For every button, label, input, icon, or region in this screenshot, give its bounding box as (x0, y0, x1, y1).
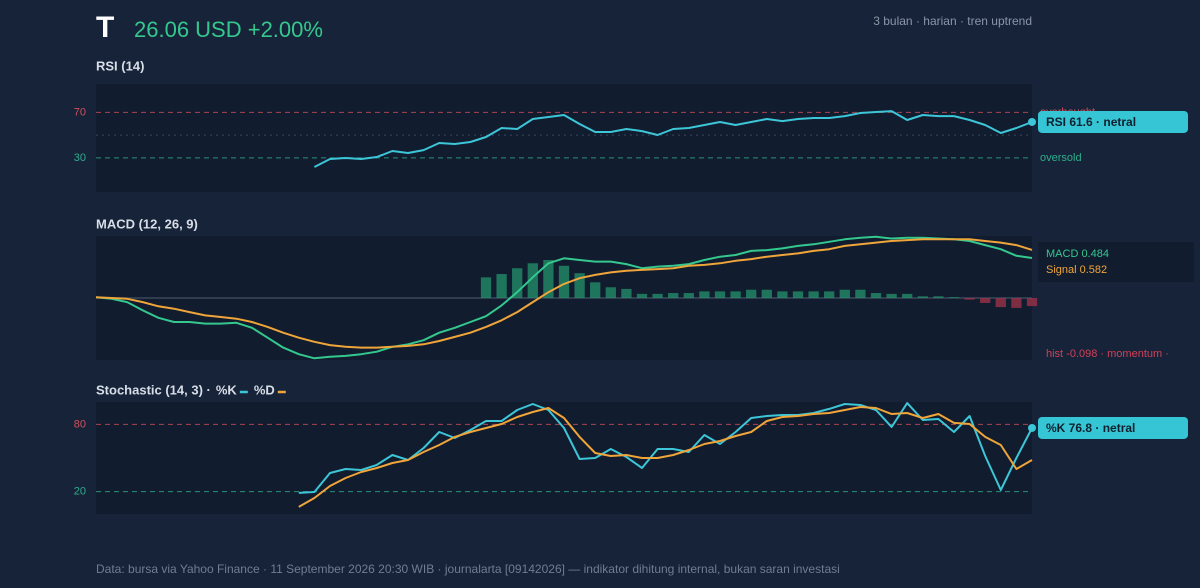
legend-entry: MACD 0.484 (1046, 248, 1109, 260)
hist-bar (668, 293, 679, 298)
badge (1038, 110, 1188, 133)
hist-bar (574, 273, 585, 298)
hist-bar (527, 263, 538, 298)
hist-bar (652, 293, 663, 298)
hist-bar (605, 287, 616, 298)
hist-bar (933, 296, 944, 298)
hist-bar (917, 296, 928, 298)
hist-bar (636, 293, 648, 298)
hist-bar (730, 291, 741, 298)
hist-bar (683, 293, 694, 298)
hist-bar (980, 298, 991, 303)
hist-bar (886, 293, 897, 298)
hist-bar (792, 291, 804, 298)
legend-box (1038, 242, 1194, 282)
hist-bar (948, 297, 960, 298)
series-line (313, 110, 1033, 168)
hist-bar (761, 289, 772, 298)
panel (96, 84, 1032, 192)
panel (96, 402, 1032, 514)
y-tick-label: 30 (74, 152, 86, 164)
hist-bar (480, 277, 492, 298)
legend-label: %D (254, 382, 275, 397)
hist-bar (590, 282, 601, 298)
y-tick-label: 70 (74, 106, 86, 118)
hist-bar (1026, 298, 1038, 307)
panel-title: RSI (14) (96, 58, 144, 73)
last-point (1028, 117, 1036, 126)
panel-title: Stochastic (14, 3) · (96, 382, 211, 397)
badge-text: %K 76.8 · netral (1046, 421, 1135, 435)
meta: 3 bulan · harian · tren uptrend (873, 14, 1032, 28)
price: 26.06 USD +2.00% (134, 17, 323, 42)
hist-bar (902, 293, 913, 298)
hist-bar (714, 291, 726, 298)
hist-bar (839, 289, 850, 298)
hist-bar (558, 265, 570, 298)
hist-bar (699, 291, 710, 298)
series-line (298, 402, 1033, 494)
series-line (95, 238, 1033, 349)
footer: Data: bursa via Yahoo Finance · 11 Septe… (96, 562, 840, 576)
y-tick-label: 80 (74, 418, 86, 430)
hist-bar (777, 291, 788, 298)
y-tick-label: 20 (74, 486, 86, 498)
threshold-label: oversold (1040, 152, 1082, 164)
hist-label: hist -0.098 · momentum · (1046, 348, 1169, 360)
hist-bar (621, 288, 632, 298)
ticker: T (96, 11, 114, 44)
panel-title: MACD (12, 26, 9) (96, 216, 198, 231)
hist-bar (995, 298, 1006, 308)
hist-bar (746, 289, 757, 298)
hist-bar (824, 291, 835, 298)
hist-bar (512, 268, 523, 298)
badge-text: RSI 61.6 · netral (1046, 115, 1136, 129)
badge (1038, 416, 1188, 439)
series-line (95, 235, 1033, 360)
hist-bar (870, 293, 882, 298)
hist-bar (496, 274, 507, 298)
hist-bar (1011, 298, 1022, 308)
hist-bar (964, 298, 975, 300)
hist-bar (808, 291, 819, 298)
series-line (298, 406, 1033, 508)
legend-label: %K (216, 382, 238, 397)
legend-entry: Signal 0.582 (1046, 264, 1107, 276)
hist-bar (855, 289, 866, 298)
hist-bar (543, 259, 554, 298)
last-point (1028, 423, 1036, 432)
